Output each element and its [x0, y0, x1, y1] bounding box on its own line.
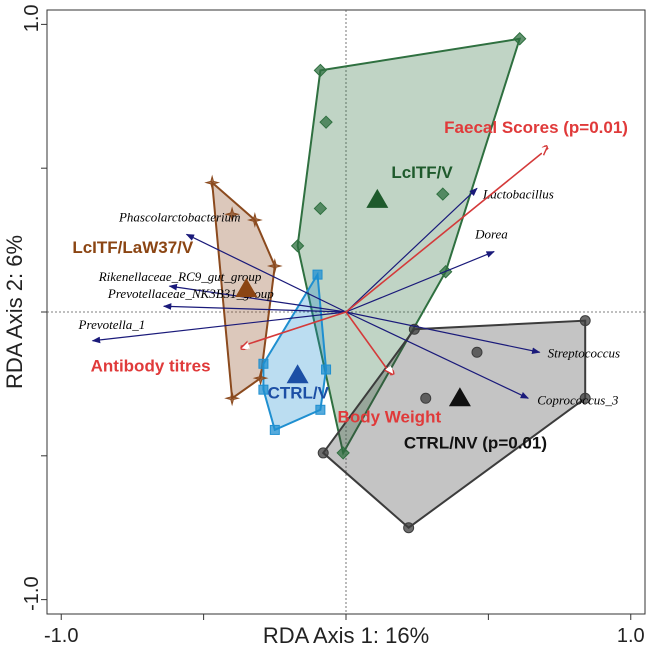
group-label: CTRL/V — [268, 383, 330, 402]
species-label: Lactobacillus — [482, 186, 554, 201]
species-label: Rikenellaceae_RC9_gut_group — [98, 269, 262, 284]
sample-point — [317, 447, 329, 459]
group-centroid — [235, 277, 258, 297]
sample-point — [471, 346, 483, 358]
sample-point — [336, 446, 350, 460]
x-tick-label: -1.0 — [44, 625, 78, 647]
x-tick-label: 1.0 — [617, 625, 645, 647]
species-label: Prevotella_1 — [78, 317, 146, 332]
sample-point — [224, 390, 241, 407]
sample-point — [436, 187, 450, 201]
sample-point — [246, 212, 263, 228]
variable-arrow — [345, 311, 392, 375]
species-label: Coprococcus_3 — [537, 392, 619, 407]
sample-point — [315, 404, 326, 415]
group-hull — [296, 37, 522, 456]
sample-point — [269, 424, 280, 435]
group-label: LcITF/V — [391, 163, 453, 182]
x-axis-label: RDA Axis 1: 16% — [263, 623, 429, 648]
species-label: Phascolarctobacterium — [118, 209, 241, 224]
species-arrow — [345, 311, 530, 399]
sample-point — [313, 63, 328, 78]
sample-point — [321, 364, 332, 375]
y-axis-label: RDA Axis 2: 6% — [2, 235, 27, 389]
sample-point — [290, 239, 305, 253]
variable-label: Antibody titres — [91, 357, 211, 376]
variable-label: Faecal Scores (p=0.01) — [444, 118, 628, 137]
group-centroid — [366, 188, 389, 208]
sample-point — [579, 392, 591, 404]
sample-point — [258, 384, 269, 395]
sample-point — [319, 115, 333, 129]
sample-point — [312, 269, 323, 280]
species-label: Streptococcus — [548, 345, 620, 360]
species-arrow — [345, 251, 495, 313]
species-label: Prevotellaceae_NK3B31_group — [107, 286, 274, 301]
variable-label: Body Weight — [338, 407, 442, 426]
sample-point — [204, 174, 221, 191]
y-tick-label: -1.0 — [21, 576, 43, 610]
species-arrow — [185, 233, 347, 313]
group-centroid — [448, 387, 471, 407]
group-label: CTRL/NV (p=0.01) — [404, 433, 547, 452]
species-arrow — [91, 311, 347, 344]
sample-point — [224, 206, 241, 223]
sample-point — [579, 315, 591, 327]
species-arrow — [345, 311, 541, 355]
sample-point — [252, 370, 269, 387]
sample-point — [420, 392, 432, 404]
sample-point — [266, 258, 283, 274]
variable-arrow — [345, 148, 548, 313]
sample-point — [512, 32, 527, 46]
group-label: LcITF/LaW37/V — [72, 238, 194, 257]
sample-point — [313, 201, 328, 216]
sample-point — [258, 358, 269, 369]
species-arrow — [168, 283, 347, 313]
group-centroid — [286, 364, 309, 384]
species-label: Dorea — [474, 227, 508, 242]
species-arrow — [162, 303, 347, 313]
species-arrow — [345, 187, 478, 313]
y-tick-label: 1.0 — [21, 4, 43, 32]
sample-point — [403, 522, 415, 534]
variable-arrow — [241, 311, 347, 347]
